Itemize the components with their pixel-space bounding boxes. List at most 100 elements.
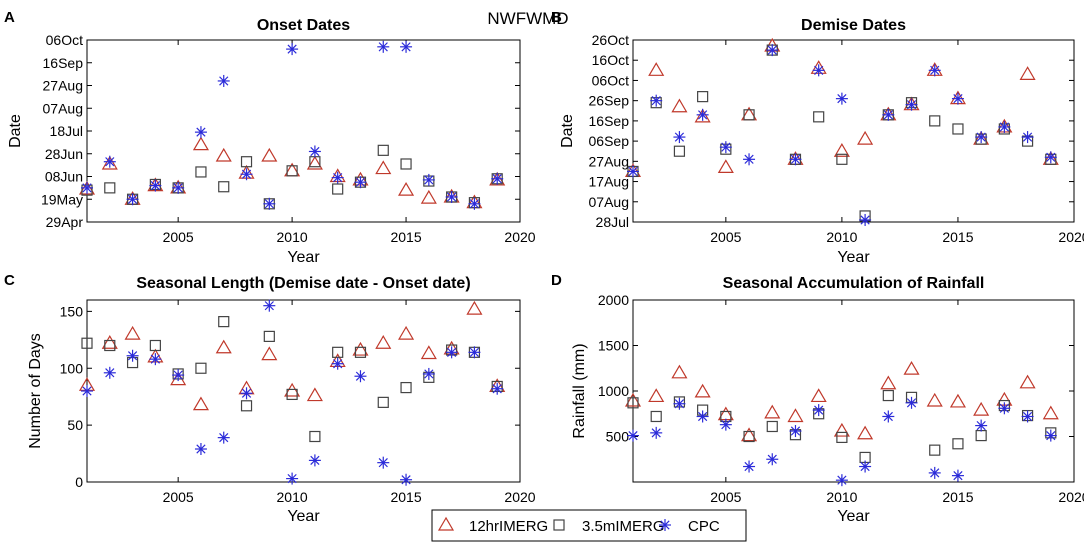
point-cpc-2012 [331,357,344,370]
point-12hrimerg-2011 [306,155,323,170]
point-3-5mimerg-2011 [309,430,321,443]
axes-box [86,299,521,483]
point-cpc-2004 [149,179,162,192]
panel-c-seasonal-length: C Seasonal Length (Demise date - Onset da… [4,272,536,525]
point-3-5mimerg-2006 [743,109,755,121]
y-tick-label: 18Jul [50,123,83,139]
point-cpc-2018 [1021,131,1034,144]
point-cpc-2003 [673,131,686,144]
point-cpc-2007 [766,44,779,57]
point-12hrimerg-2007 [215,339,232,354]
point-3-5mimerg-2003 [673,145,686,157]
point-cpc-2003 [126,349,139,362]
point-cpc-2015 [951,92,964,105]
point-cpc-2005 [719,141,732,154]
point-12hrimerg-2013 [903,360,920,375]
point-cpc-2012 [331,171,344,184]
y-tick-label: 28Jul [596,214,629,230]
x-tick-label: 2005 [710,229,741,245]
panel-b-demise-dates: B Demise Dates 2005 2010 2015 2020 28Jul 07Aug 1… [551,9,1084,266]
point-3-5mimerg-2008 [240,156,253,168]
y-tick-label: 06Oct [46,32,83,48]
point-cpc-2009 [263,197,276,210]
x-tick-label: 2020 [1058,229,1084,245]
x-tick-label: 2015 [390,489,421,505]
point-3-5mimerg-2002 [650,410,662,423]
point-12hrimerg-2012 [880,375,897,390]
point-12hrimerg-2002 [101,155,118,170]
y-tick-label: 2000 [598,292,629,308]
series-cpc [627,396,1057,487]
point-12hrimerg-2018 [1019,374,1036,389]
point-cpc-2008 [789,153,802,166]
y-tick-label: 26Sep [589,93,630,109]
point-3-5mimerg-2007 [766,420,778,433]
series-3-5mimerg [627,389,1057,464]
point-cpc-2001 [81,181,93,194]
point-cpc-2012 [882,410,895,423]
point-cpc-2007 [766,453,779,466]
y-tick-label: 16Sep [43,55,84,71]
point-3-5mimerg-2010 [836,431,848,444]
point-3-5mimerg-2004 [697,91,709,103]
point-cpc-2004 [696,108,709,121]
point-cpc-2019 [491,382,504,395]
legend-item-cpc: CPC [659,518,720,535]
point-12hrimerg-2004 [694,108,711,123]
y-tick-label: 17Aug [589,174,629,190]
point-cpc-2008 [240,387,253,400]
point-cpc-2006 [743,460,756,473]
point-cpc-2004 [149,353,162,366]
point-3-5mimerg-2015 [952,438,964,450]
x-tick-label: 2010 [826,489,857,505]
point-3-5mimerg-2010 [836,153,848,165]
y-tick-label: 27Aug [43,78,83,94]
point-cpc-2015 [400,473,413,486]
point-12hrimerg-2007 [215,147,232,162]
point-3-5mimerg-2010 [286,165,298,177]
point-cpc-2001 [627,429,639,442]
series-12hrimerg [78,136,506,209]
point-3-5mimerg-2001 [81,337,93,349]
point-12hrimerg-2018 [1019,66,1036,80]
y-tick-label: 100 [60,360,84,376]
panel-a-onset-dates: A Onset Dates 2005 2010 2015 2020 29Apr 19May 08… [4,9,536,266]
point-12hrimerg-2015 [398,181,415,196]
y-tick-label: 28Jun [45,146,83,162]
point-12hrimerg-2010 [833,143,850,157]
legend-marker-12hrimerg [437,516,455,531]
point-3-5mimerg-2013 [354,346,367,358]
point-cpc-2010 [286,43,299,56]
y-tick-label: 19May [41,191,83,207]
point-12hrimerg-2009 [261,147,278,162]
point-cpc-2005 [172,369,185,382]
point-12hrimerg-2006 [192,396,209,411]
series-3-5mimerg [81,144,503,210]
y-tick-label: 27Aug [589,153,629,169]
y-tick-label: 50 [67,417,83,433]
point-cpc-2016 [422,173,435,186]
point-cpc-2014 [377,40,390,53]
point-3-5mimerg-2007 [218,181,230,193]
point-cpc-2018 [468,346,481,359]
point-cpc-2002 [103,155,116,168]
x-tick-label: 2015 [390,229,421,245]
point-cpc-2016 [422,367,435,380]
point-12hrimerg-2018 [466,300,483,315]
y-tick-label: 07Aug [589,194,629,210]
y-axis-label: Number of Days [27,333,44,449]
point-12hrimerg-2011 [857,425,874,440]
point-3-5mimerg-2012 [882,389,894,402]
point-cpc-2010 [835,92,848,105]
point-12hrimerg-2014 [375,335,392,349]
point-3-5mimerg-2012 [332,346,344,358]
y-tick-label: 500 [606,429,630,445]
point-cpc-2019 [491,172,504,185]
point-cpc-2016 [975,131,988,144]
x-axis-label: Year [287,249,320,266]
legend-box [431,509,747,542]
point-3-5mimerg-2006 [195,362,207,374]
point-12hrimerg-2009 [810,388,827,403]
point-3-5mimerg-2014 [377,144,389,156]
point-3-5mimerg-2014 [929,115,941,127]
